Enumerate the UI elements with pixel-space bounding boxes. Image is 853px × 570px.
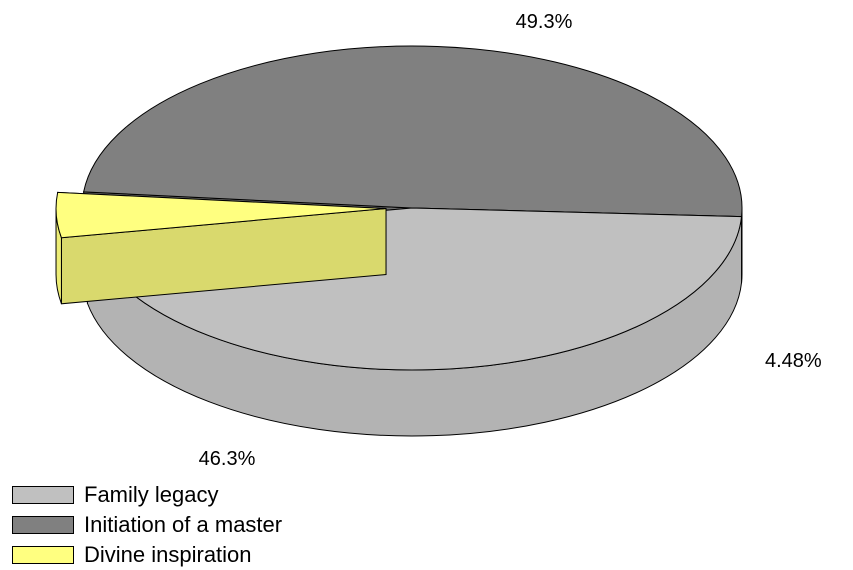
legend-item-initiation-of-a-master: Initiation of a master <box>12 510 282 540</box>
legend-label-initiation-of-a-master: Initiation of a master <box>84 510 282 540</box>
data-label-family: 46.3% <box>199 448 256 470</box>
data-label-divine: 4.48% <box>765 350 822 372</box>
legend-label-divine-inspiration: Divine inspiration <box>84 540 252 570</box>
legend-item-divine-inspiration: Divine inspiration <box>12 540 282 570</box>
legend-label-family-legacy: Family legacy <box>84 480 218 510</box>
legend-swatch-initiation-of-a-master <box>12 516 74 534</box>
legend: Family legacy Initiation of a master Div… <box>12 480 282 570</box>
data-label-initiation: 49.3% <box>516 11 573 33</box>
legend-item-family-legacy: Family legacy <box>12 480 282 510</box>
pie-slice-initiation-of-a-master <box>84 46 742 217</box>
legend-swatch-divine-inspiration <box>12 546 74 564</box>
legend-swatch-family-legacy <box>12 486 74 504</box>
